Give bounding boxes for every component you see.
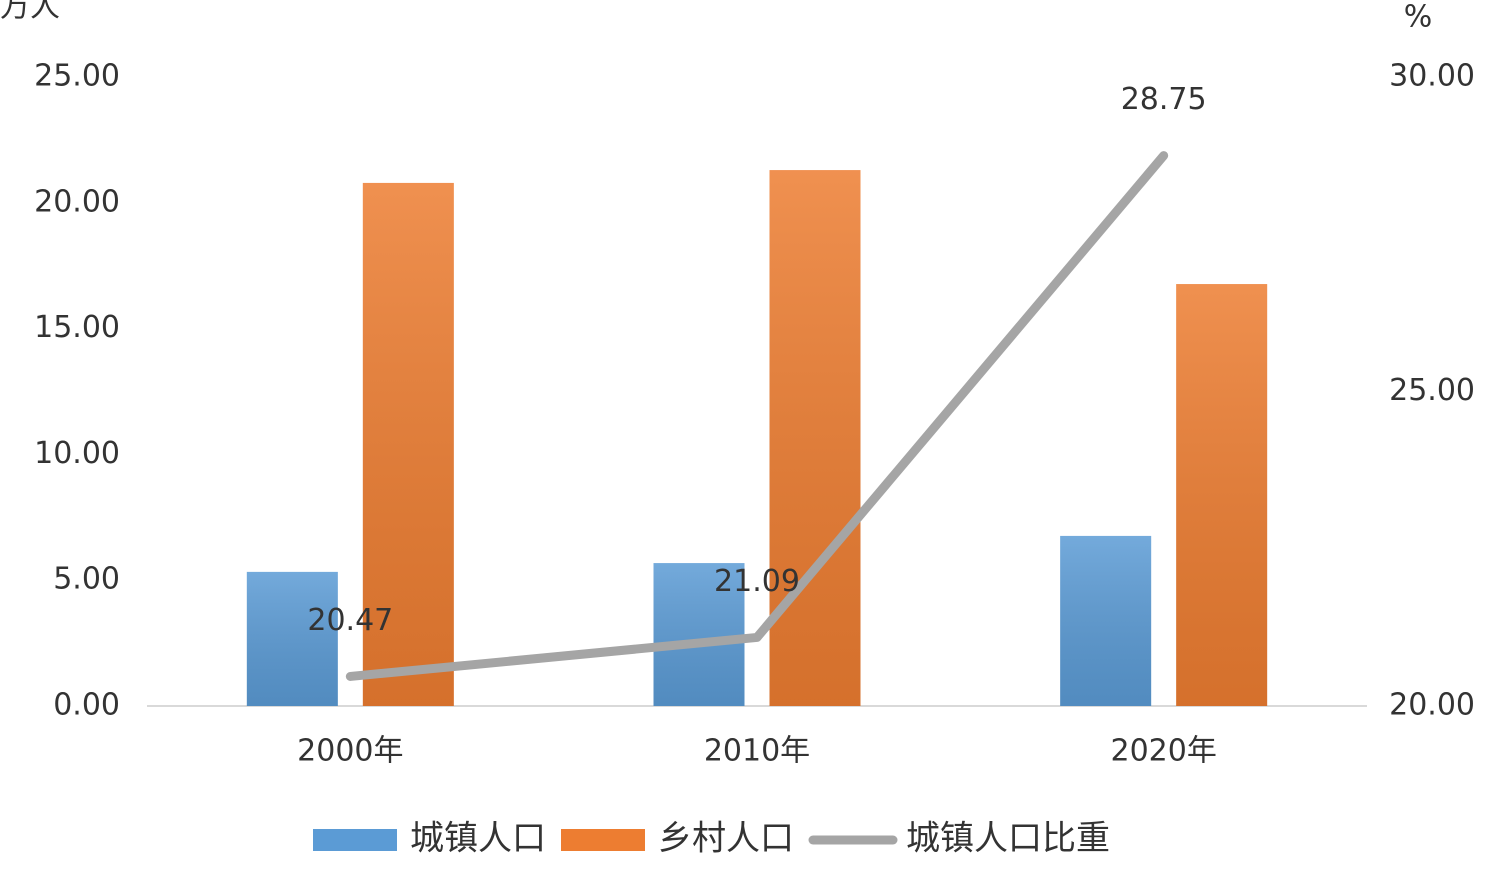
- y2-axis-label: %: [1404, 0, 1433, 35]
- y-tick-label: 10.00: [34, 436, 120, 471]
- y-tick-label: 15.00: [34, 310, 120, 345]
- legend-swatch: [561, 829, 645, 851]
- line: [345, 151, 1169, 681]
- y-axis-label: 万人: [0, 0, 60, 25]
- legend: 城镇人口 乡村人口 城镇人口比重: [313, 819, 1110, 859]
- x-tick-label: 2020年: [1110, 734, 1216, 769]
- x-tick-label: 2010年: [704, 734, 810, 769]
- y-tick-label: 25.00: [34, 59, 120, 94]
- legend-swatch: [313, 829, 397, 851]
- data-label: 28.75: [1121, 82, 1207, 117]
- legend-label: 乡村人口: [658, 819, 794, 859]
- y-tick-label: 5.00: [53, 562, 120, 597]
- y2-tick-label: 30.00: [1389, 59, 1475, 94]
- y2-tick-label: 20.00: [1389, 688, 1475, 723]
- data-label: 20.47: [307, 603, 393, 638]
- bar-shade: [1060, 535, 1152, 706]
- bar-shade: [1176, 284, 1268, 706]
- data-label: 21.09: [714, 564, 800, 599]
- y-tick-label: 0.00: [53, 688, 120, 723]
- legend-label: 城镇人口比重: [906, 819, 1110, 859]
- legend-label: 城镇人口: [410, 819, 546, 859]
- bar-shade: [769, 170, 861, 707]
- y2-tick-label: 25.00: [1389, 373, 1475, 408]
- bar-shade: [362, 182, 454, 707]
- bar-shade: [246, 571, 338, 706]
- x-tick-label: 2000年: [297, 734, 403, 769]
- y-tick-label: 20.00: [34, 184, 120, 219]
- bar-shade: [653, 563, 745, 706]
